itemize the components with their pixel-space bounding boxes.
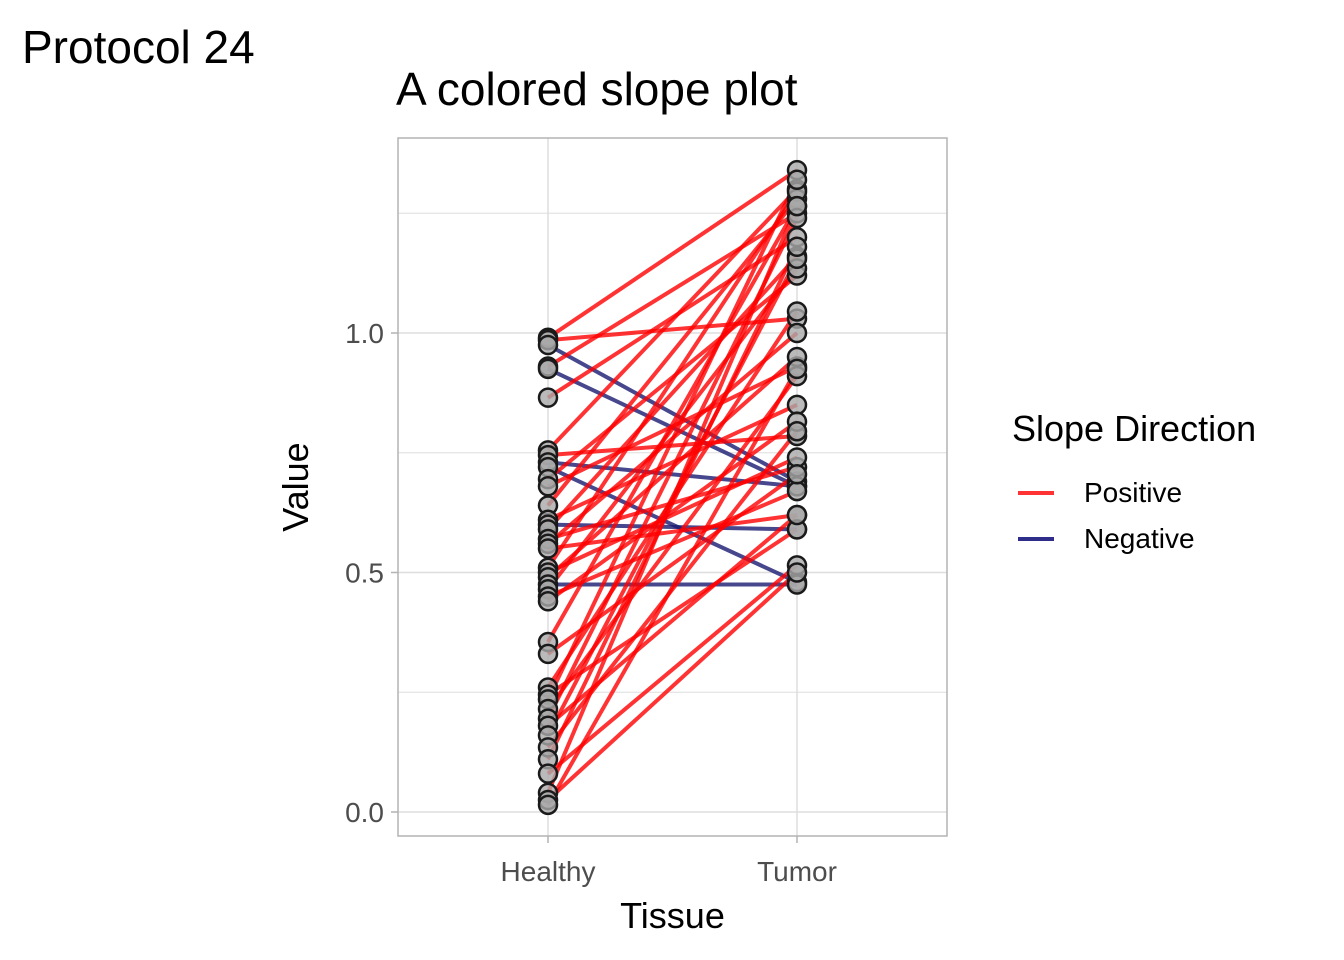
y-tick-label: 0.5 (345, 558, 384, 589)
panel-border (397, 137, 948, 837)
slope-line-positive (547, 455, 798, 575)
slope-line-positive (546, 178, 799, 701)
legend-key-negative (1018, 537, 1054, 541)
legend-item-positive: Positive (1012, 470, 1256, 516)
slope-line-positive (547, 403, 798, 522)
slope-line-positive (546, 527, 799, 697)
protocol-label: Protocol 24 (22, 21, 255, 73)
legend-item-negative: Negative (1012, 516, 1256, 562)
legend-label-negative: Negative (1084, 523, 1195, 554)
y-axis-title: Value (275, 442, 316, 531)
point-tumor (786, 480, 808, 502)
axes-layer: 0.0 0.5 1.0 Healthy Tumor (345, 318, 837, 887)
point-healthy (537, 794, 559, 816)
slope-line-positive (546, 168, 799, 340)
point-healthy (537, 538, 559, 559)
slope-lines-layer (546, 168, 799, 806)
points-layer (537, 159, 808, 816)
chart-title: A colored slope plot (396, 63, 798, 115)
slope-line-positive (546, 205, 799, 794)
slope-line-negative (547, 343, 798, 484)
point-tumor (786, 447, 808, 468)
point-tumor (786, 504, 808, 526)
point-tumor (786, 420, 808, 442)
slope-line-positive (546, 190, 799, 569)
y-tick-label: 1.0 (345, 318, 384, 349)
legend-key-positive (1018, 491, 1054, 495)
slope-line-positive (546, 267, 799, 591)
point-healthy (537, 476, 559, 497)
x-tick-label: Tumor (757, 856, 837, 887)
point-healthy (537, 643, 559, 665)
grid-layer (398, 138, 947, 836)
legend: Slope Direction Positive Negative (1012, 408, 1256, 562)
y-tick-label: 0.0 (345, 797, 384, 828)
point-tumor (786, 394, 808, 416)
x-tick-label: Healthy (501, 856, 596, 887)
point-tumor (786, 195, 808, 217)
point-healthy (537, 763, 559, 784)
slope-line-positive (546, 187, 799, 452)
point-healthy (537, 358, 559, 380)
point-healthy (537, 590, 559, 612)
point-tumor (786, 562, 808, 583)
point-tumor (786, 358, 808, 380)
point-tumor (786, 322, 808, 344)
slope-line-positive (546, 367, 799, 806)
slope-line-positive (546, 563, 799, 776)
point-tumor (786, 169, 808, 190)
point-tumor (786, 301, 808, 322)
slope-line-positive (546, 211, 799, 369)
point-healthy (537, 334, 559, 356)
slope-line-positive (546, 205, 799, 643)
x-axis-title: Tissue (620, 895, 725, 936)
point-healthy (537, 387, 559, 408)
legend-label-positive: Positive (1084, 477, 1183, 508)
slope-line-positive (546, 197, 799, 507)
slope-line-positive (546, 571, 799, 802)
legend-title: Slope Direction (1012, 408, 1257, 449)
point-tumor (786, 236, 808, 258)
point-tumor (786, 464, 808, 485)
